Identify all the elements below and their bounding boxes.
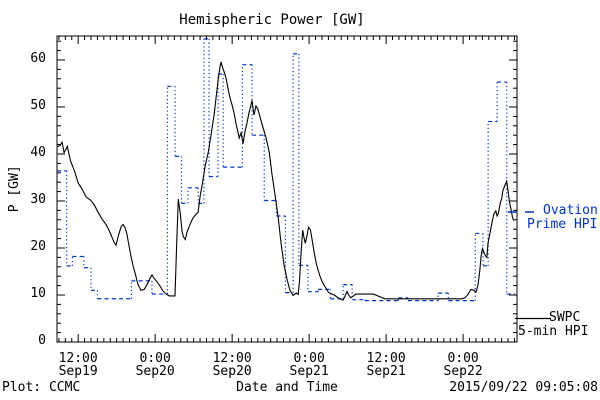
y-tick-label: 0 bbox=[38, 333, 46, 348]
x-tick-time-label: 0:00 bbox=[447, 351, 479, 366]
plot-timestamp: 2015/09/22 09:05:08 bbox=[449, 380, 598, 395]
x-tick-date-label: Sep19 bbox=[58, 363, 98, 379]
x-tick-time-label: 0:00 bbox=[139, 351, 171, 366]
chart-title: Hemispheric Power [GW] bbox=[179, 12, 365, 28]
y-tick-label: 10 bbox=[30, 285, 46, 301]
x-axis-label: Date and Time bbox=[236, 380, 338, 395]
legend-markers bbox=[508, 211, 551, 320]
x-tick-time-label: 12:00 bbox=[58, 351, 98, 366]
x-tick-date-label: Sep21 bbox=[366, 363, 406, 379]
x-tick-time-label: 12:00 bbox=[212, 351, 252, 366]
y-tick-label: 50 bbox=[30, 97, 46, 113]
plot-credit: Plot: CCMC bbox=[2, 380, 81, 395]
y-tick-label: 20 bbox=[30, 238, 46, 254]
swpc-series bbox=[56, 61, 515, 301]
axis-ticks bbox=[57, 36, 517, 342]
ovation-series bbox=[57, 38, 516, 302]
y-tick-label: 60 bbox=[30, 50, 46, 66]
legend-swpc-line1: SWPC bbox=[549, 310, 581, 325]
legend-ovation-line1: Ovation bbox=[543, 203, 598, 218]
x-tick-date-label: Sep20 bbox=[212, 363, 252, 379]
y-tick-label: 40 bbox=[30, 144, 46, 160]
x-tick-time-label: 0:00 bbox=[293, 351, 325, 366]
x-tick-time-label: 12:00 bbox=[366, 351, 406, 366]
plot-frame bbox=[56, 35, 518, 343]
legend-ovation-line2: Prime HPI bbox=[527, 217, 598, 232]
legend-swpc-line2: 5-min HPI bbox=[518, 324, 589, 339]
x-tick-date-label: Sep20 bbox=[135, 363, 175, 379]
x-tick-date-label: Sep22 bbox=[443, 363, 483, 379]
y-axis-label: P [GW] bbox=[7, 165, 23, 213]
x-tick-date-label: Sep21 bbox=[289, 363, 329, 379]
y-tick-label: 30 bbox=[30, 191, 46, 207]
